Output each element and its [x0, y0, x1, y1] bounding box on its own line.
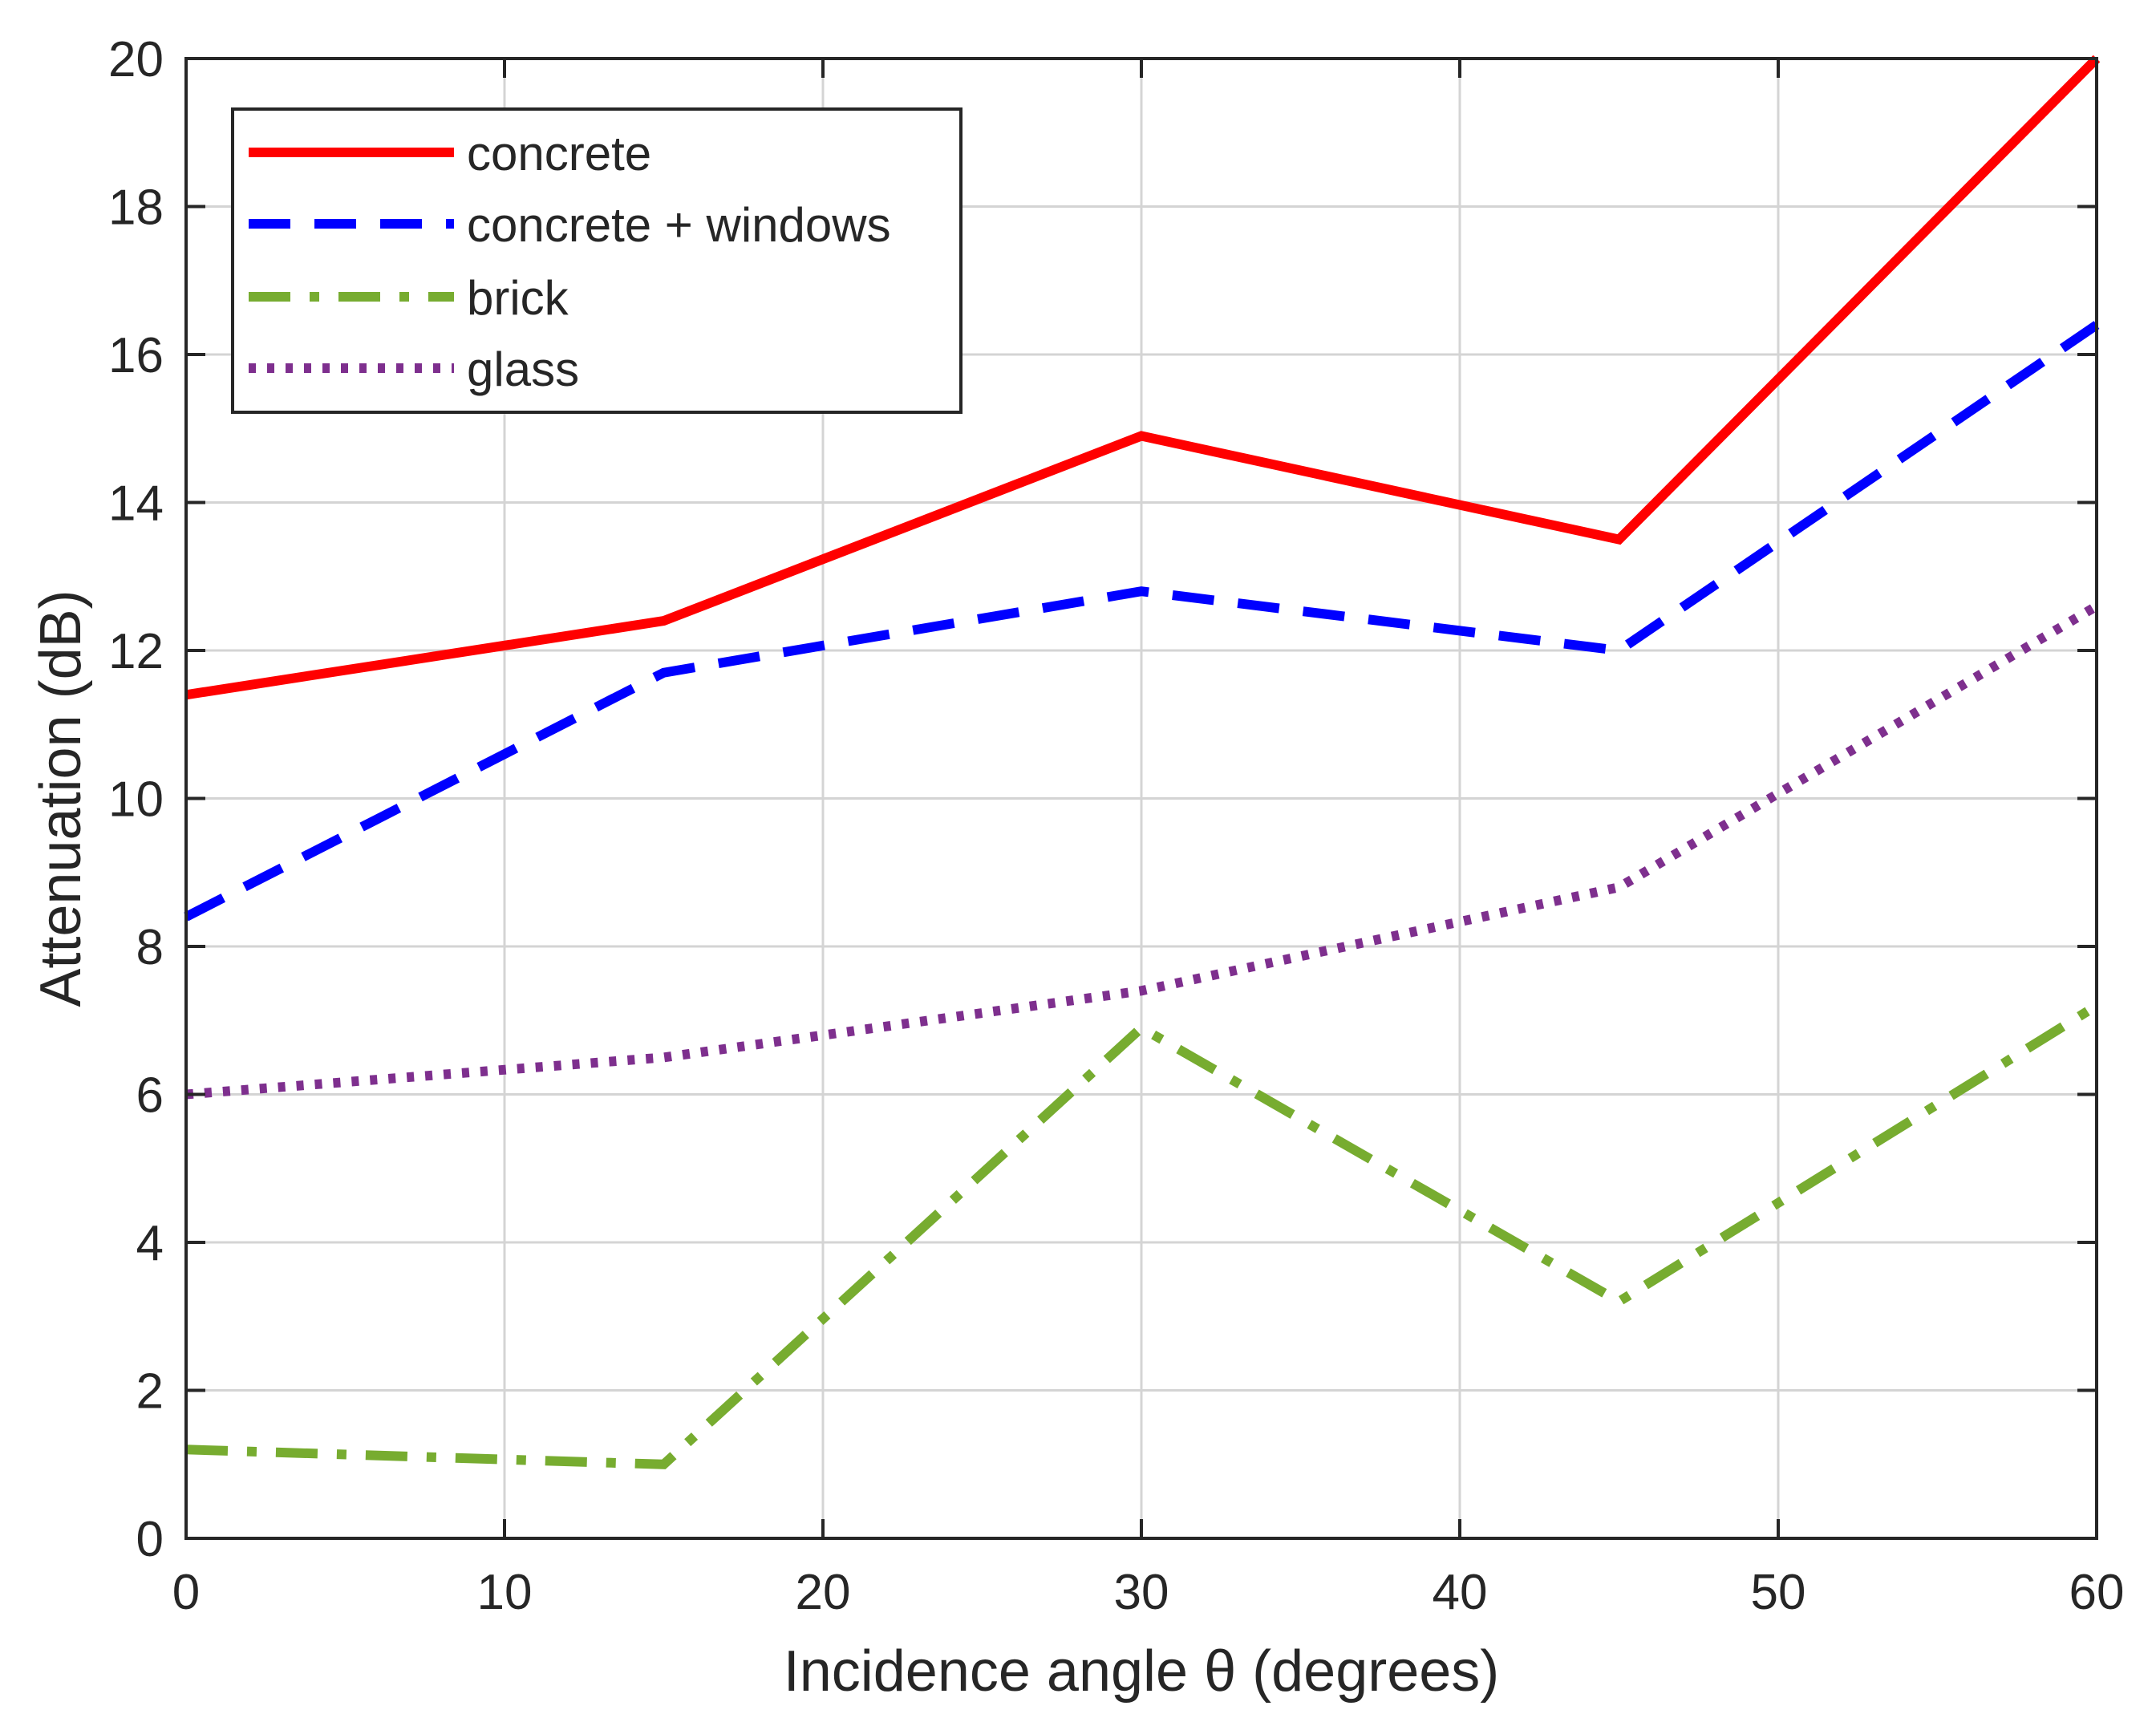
legend-label-concrete: concrete	[467, 127, 651, 180]
series-line-concrete	[185, 55, 2101, 700]
legend-box	[231, 107, 962, 414]
legend-label-concrete-windows: concrete + windows	[467, 198, 891, 252]
y-tick-label: 8	[136, 920, 164, 975]
series-layer	[184, 55, 2101, 1469]
x-axis-label: Incidence angle θ (degrees)	[784, 1639, 1500, 1704]
series-line-brick	[185, 1001, 2100, 1469]
y-tick-label: 2	[136, 1364, 164, 1420]
y-tick-label: 4	[136, 1216, 164, 1271]
x-tick-label: 40	[1433, 1565, 1488, 1620]
y-tick-label: 10	[108, 772, 164, 828]
grid	[186, 59, 2097, 1538]
y-tick-label: 20	[108, 32, 164, 87]
y-tick-label: 12	[108, 624, 164, 679]
x-tick-label: 20	[796, 1565, 851, 1620]
legend-label-glass: glass	[467, 342, 579, 396]
y-tick-label: 16	[108, 328, 164, 383]
series-line-glass	[185, 602, 2100, 1100]
x-tick-label: 60	[2069, 1565, 2125, 1620]
y-tick-label: 0	[136, 1512, 164, 1567]
y-tick-label: 6	[136, 1068, 164, 1124]
x-tick-label: 30	[1114, 1565, 1169, 1620]
tick-labels: 0 10 20 30 40 50 60 0 2 4 6 8 10 12 14 16 18 20	[108, 32, 2124, 1620]
x-tick-label: 10	[477, 1565, 533, 1620]
legend-label-brick: brick	[467, 271, 569, 325]
x-tick-label: 0	[172, 1565, 200, 1620]
y-axis-label: Attenuation (dB)	[29, 590, 93, 1007]
legend: concrete concrete + windows brick glass	[231, 107, 962, 414]
y-tick-label: 14	[108, 476, 164, 532]
y-tick-label: 18	[108, 180, 164, 236]
x-tick-label: 50	[1751, 1565, 1806, 1620]
series-line-concrete-windows	[184, 321, 2100, 922]
ticks	[184, 57, 2098, 1540]
